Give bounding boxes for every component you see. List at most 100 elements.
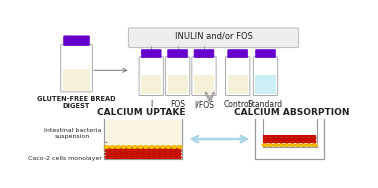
Text: FOS: FOS bbox=[170, 100, 185, 109]
Circle shape bbox=[110, 146, 115, 148]
Text: INULIN and/or FOS: INULIN and/or FOS bbox=[175, 32, 253, 41]
Circle shape bbox=[273, 144, 278, 146]
Circle shape bbox=[161, 153, 164, 155]
FancyBboxPatch shape bbox=[64, 36, 90, 45]
Circle shape bbox=[307, 144, 311, 146]
Circle shape bbox=[285, 137, 289, 139]
Circle shape bbox=[166, 156, 170, 158]
Bar bbox=[63, 69, 90, 91]
Circle shape bbox=[104, 146, 109, 148]
Circle shape bbox=[166, 153, 170, 155]
Circle shape bbox=[138, 153, 143, 155]
Circle shape bbox=[116, 150, 121, 152]
Circle shape bbox=[105, 150, 109, 152]
Circle shape bbox=[290, 141, 294, 143]
Circle shape bbox=[307, 141, 310, 143]
Circle shape bbox=[144, 153, 148, 155]
Text: Control: Control bbox=[224, 100, 252, 109]
Bar bbox=[105, 120, 181, 146]
Circle shape bbox=[144, 150, 148, 152]
Circle shape bbox=[296, 137, 300, 139]
Circle shape bbox=[105, 156, 109, 158]
FancyBboxPatch shape bbox=[168, 50, 187, 58]
Circle shape bbox=[116, 156, 121, 158]
Circle shape bbox=[122, 153, 126, 155]
Circle shape bbox=[172, 153, 176, 155]
Circle shape bbox=[105, 153, 109, 155]
Bar bbox=[194, 75, 214, 94]
Circle shape bbox=[161, 156, 164, 158]
Text: Standard: Standard bbox=[248, 100, 283, 109]
Circle shape bbox=[138, 150, 143, 152]
Bar bbox=[105, 148, 181, 159]
Circle shape bbox=[116, 153, 121, 155]
Circle shape bbox=[290, 137, 294, 139]
Circle shape bbox=[296, 144, 301, 146]
Circle shape bbox=[285, 141, 289, 143]
Circle shape bbox=[290, 144, 295, 146]
FancyBboxPatch shape bbox=[141, 50, 161, 58]
FancyBboxPatch shape bbox=[256, 50, 276, 58]
FancyBboxPatch shape bbox=[129, 28, 299, 48]
Circle shape bbox=[301, 141, 305, 143]
Circle shape bbox=[127, 153, 132, 155]
Circle shape bbox=[138, 156, 143, 158]
Circle shape bbox=[155, 156, 159, 158]
Circle shape bbox=[155, 153, 159, 155]
Circle shape bbox=[312, 144, 317, 146]
Circle shape bbox=[280, 141, 284, 143]
Circle shape bbox=[127, 146, 132, 148]
Circle shape bbox=[301, 144, 306, 146]
Circle shape bbox=[263, 137, 268, 139]
Circle shape bbox=[262, 144, 267, 146]
Circle shape bbox=[121, 146, 126, 148]
Circle shape bbox=[144, 156, 148, 158]
Text: GLUTEN-FREE BREAD
DIGEST: GLUTEN-FREE BREAD DIGEST bbox=[37, 96, 116, 109]
Text: I: I bbox=[150, 100, 152, 109]
Circle shape bbox=[127, 150, 132, 152]
Circle shape bbox=[133, 153, 137, 155]
Text: I/FOS: I/FOS bbox=[194, 100, 214, 109]
Circle shape bbox=[177, 150, 181, 152]
Circle shape bbox=[111, 156, 115, 158]
Text: CALCIUM ABSORPTION: CALCIUM ABSORPTION bbox=[234, 108, 350, 117]
Circle shape bbox=[274, 141, 278, 143]
Circle shape bbox=[280, 137, 284, 139]
Text: Intestinal bacteria
suspension: Intestinal bacteria suspension bbox=[44, 128, 107, 143]
Circle shape bbox=[149, 150, 153, 152]
Circle shape bbox=[149, 153, 153, 155]
Circle shape bbox=[279, 144, 284, 146]
Circle shape bbox=[133, 156, 137, 158]
Circle shape bbox=[160, 146, 165, 148]
Circle shape bbox=[122, 150, 126, 152]
Circle shape bbox=[161, 150, 164, 152]
Text: Caco-2 cells monolayer: Caco-2 cells monolayer bbox=[28, 155, 107, 161]
Circle shape bbox=[284, 144, 290, 146]
Circle shape bbox=[166, 150, 170, 152]
FancyBboxPatch shape bbox=[139, 57, 163, 96]
Circle shape bbox=[269, 137, 273, 139]
Text: CALCIUM UPTAKE: CALCIUM UPTAKE bbox=[97, 108, 185, 117]
Circle shape bbox=[177, 153, 181, 155]
FancyBboxPatch shape bbox=[226, 57, 250, 96]
Circle shape bbox=[122, 156, 126, 158]
Circle shape bbox=[172, 150, 176, 152]
Circle shape bbox=[301, 137, 305, 139]
FancyBboxPatch shape bbox=[192, 57, 216, 96]
Circle shape bbox=[111, 150, 115, 152]
Circle shape bbox=[172, 156, 176, 158]
Circle shape bbox=[144, 146, 149, 148]
Circle shape bbox=[149, 156, 153, 158]
FancyBboxPatch shape bbox=[253, 57, 278, 96]
Circle shape bbox=[296, 141, 300, 143]
Circle shape bbox=[177, 156, 181, 158]
Circle shape bbox=[307, 137, 310, 139]
Bar bbox=[228, 75, 248, 94]
Circle shape bbox=[132, 146, 137, 148]
Circle shape bbox=[172, 146, 177, 148]
Circle shape bbox=[312, 141, 316, 143]
FancyBboxPatch shape bbox=[228, 50, 248, 58]
Bar bbox=[141, 75, 161, 94]
Bar bbox=[256, 75, 276, 94]
Circle shape bbox=[127, 156, 132, 158]
